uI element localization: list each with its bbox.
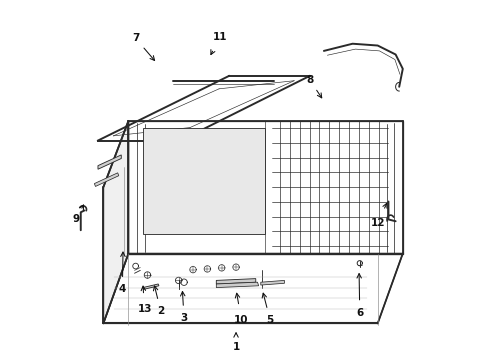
Polygon shape [103,121,128,323]
Text: 13: 13 [137,304,152,314]
Polygon shape [143,284,159,289]
Text: 9: 9 [72,215,79,224]
Text: 11: 11 [213,32,227,41]
Polygon shape [261,280,285,285]
Polygon shape [216,279,256,284]
Text: 1: 1 [232,342,240,352]
Text: 2: 2 [157,306,164,316]
Text: 4: 4 [119,284,126,294]
Polygon shape [143,128,265,234]
Polygon shape [98,155,122,169]
Text: 8: 8 [306,75,313,85]
Polygon shape [128,121,403,253]
Text: 3: 3 [180,313,188,323]
Polygon shape [95,173,119,186]
Text: 12: 12 [370,218,385,228]
Text: 10: 10 [234,315,248,325]
Text: 5: 5 [267,315,274,325]
Polygon shape [103,253,403,323]
Polygon shape [216,282,259,288]
Text: 6: 6 [356,308,364,318]
Text: 7: 7 [132,33,139,43]
